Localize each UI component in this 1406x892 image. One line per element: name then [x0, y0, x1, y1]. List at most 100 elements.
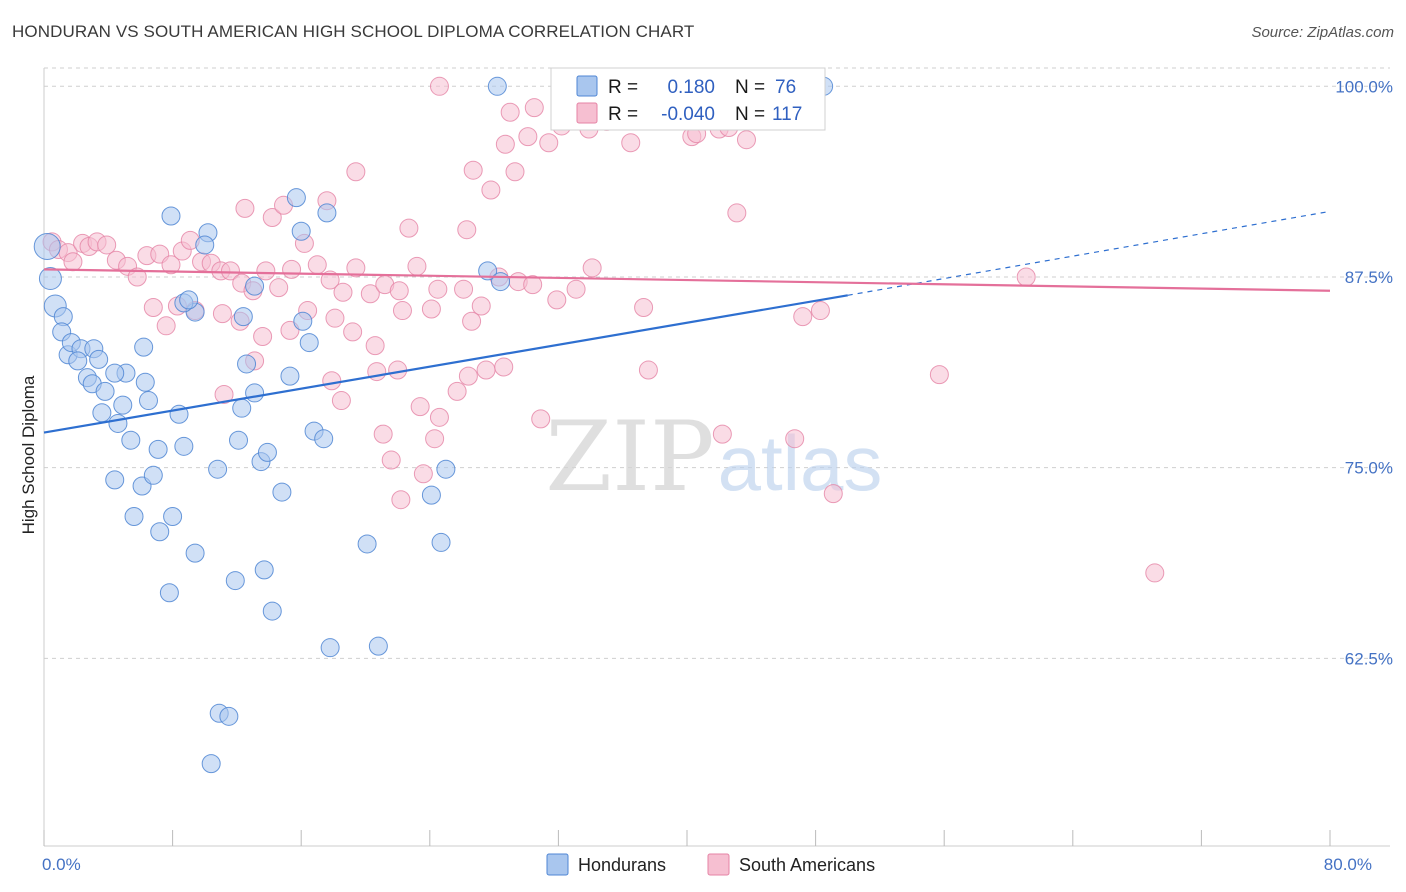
hondurans-point — [254, 560, 274, 580]
south-americans-point — [421, 299, 441, 319]
y-tick-label-2: 75.0% — [1345, 459, 1393, 478]
hondurans-point — [161, 206, 181, 226]
hondurans-point — [121, 430, 141, 450]
hondurans-point — [272, 482, 292, 502]
hondurans-point — [150, 522, 170, 542]
hondurans-point — [219, 706, 239, 726]
hondurans-point — [280, 366, 300, 386]
south-americans-point — [785, 429, 805, 449]
hondurans-point — [487, 76, 507, 96]
south-americans-point — [280, 320, 300, 340]
south-americans-point — [429, 407, 449, 427]
south-americans-point — [343, 322, 363, 342]
south-americans-point — [325, 308, 345, 328]
hondurans-point — [148, 439, 168, 459]
south-americans-point — [727, 203, 747, 223]
chart-title: HONDURAN VS SOUTH AMERICAN HIGH SCHOOL D… — [12, 22, 695, 41]
south-americans-point — [413, 464, 433, 484]
south-americans-point — [736, 130, 756, 150]
south-americans-trend-line — [43, 268, 1331, 292]
bottom-legend-swatch-hondurans — [546, 853, 569, 876]
south-americans-point — [447, 381, 467, 401]
south-americans-point — [220, 261, 240, 281]
south-americans-point — [531, 409, 551, 429]
south-americans-point — [269, 278, 289, 298]
legend-n-label-2: N = — [735, 104, 765, 125]
hondurans-point — [225, 571, 245, 591]
legend-r-label-2: R = — [608, 104, 638, 125]
legend-r-label-1: R = — [608, 77, 638, 98]
hondurans-point — [38, 267, 62, 291]
south-americans-point — [457, 220, 477, 240]
hondurans-point — [299, 333, 319, 353]
hondurans-point — [89, 349, 109, 369]
hondurans-point — [257, 442, 277, 462]
south-americans-point — [823, 484, 843, 504]
south-americans-point — [97, 235, 117, 255]
legend-n-value-2: 117 — [772, 104, 802, 125]
south-americans-point — [1145, 563, 1165, 583]
south-americans-point — [282, 259, 302, 279]
south-americans-point — [458, 366, 478, 386]
south-americans-point — [346, 162, 366, 182]
hondurans-trend-extension — [847, 210, 1331, 296]
legend-r-value-2: -0.040 — [661, 104, 715, 125]
south-americans-point — [127, 267, 147, 287]
south-americans-point — [320, 270, 340, 290]
hondurans-point — [105, 363, 125, 383]
legend-n-value-1: 76 — [775, 77, 796, 98]
hondurans-point — [436, 459, 456, 479]
hondurans-point — [233, 307, 253, 327]
south-americans-point — [399, 218, 419, 238]
south-americans-point — [793, 307, 813, 327]
hondurans-point — [201, 754, 221, 774]
south-americans-point — [621, 133, 641, 153]
hondurans-trend-line — [43, 294, 848, 434]
hondurans-point — [163, 506, 183, 526]
tick-labels: 100.0% 87.5% 75.0% 62.5% 0.0% 80.0% — [42, 77, 1393, 874]
south-americans-point — [212, 304, 232, 324]
south-americans-point — [333, 282, 353, 302]
south-americans-point — [365, 336, 385, 356]
hondurans-point — [134, 337, 154, 357]
hondurans-point — [431, 532, 451, 552]
south-americans-point — [161, 255, 181, 275]
south-americans-point — [1016, 267, 1036, 287]
south-americans-point — [410, 397, 430, 417]
bottom-legend-label-hondurans: Hondurans — [578, 855, 666, 875]
south-americans-point — [156, 316, 176, 336]
hondurans-point — [232, 398, 252, 418]
legend-r-value-1: 0.180 — [667, 77, 715, 98]
hondurans-point — [368, 636, 388, 656]
hondurans-point — [478, 261, 498, 281]
y-axis-label: High School Diploma — [19, 375, 38, 534]
hondurans-point — [95, 381, 115, 401]
y-tick-label-3: 62.5% — [1345, 649, 1393, 668]
hondurans-point — [245, 383, 265, 403]
hondurans-point — [113, 395, 133, 415]
hondurans-point — [124, 506, 144, 526]
legend-swatch-hondurans — [576, 75, 598, 97]
south-americans-point — [262, 207, 282, 227]
south-americans-point — [481, 180, 501, 200]
stats-legend: R = 0.180 N = 76 R = -0.040 N = 117 — [550, 67, 826, 131]
south-americans-points — [42, 76, 1165, 583]
south-americans-point — [500, 102, 520, 122]
hondurans-point — [92, 403, 112, 423]
hondurans-point — [357, 534, 377, 554]
hondurans-point — [159, 583, 179, 603]
hondurans-point — [293, 311, 313, 331]
hondurans-point — [245, 276, 265, 296]
south-americans-point — [428, 279, 448, 299]
south-americans-point — [471, 296, 491, 316]
hondurans-point — [237, 354, 257, 374]
hondurans-point — [174, 436, 194, 456]
hondurans-point — [314, 429, 334, 449]
south-americans-point — [360, 284, 380, 304]
south-americans-point — [322, 371, 342, 391]
south-americans-point — [494, 357, 514, 377]
south-americans-point — [524, 98, 544, 118]
hondurans-point — [68, 351, 88, 371]
axes — [43, 68, 1390, 847]
hondurans-point — [138, 391, 158, 411]
